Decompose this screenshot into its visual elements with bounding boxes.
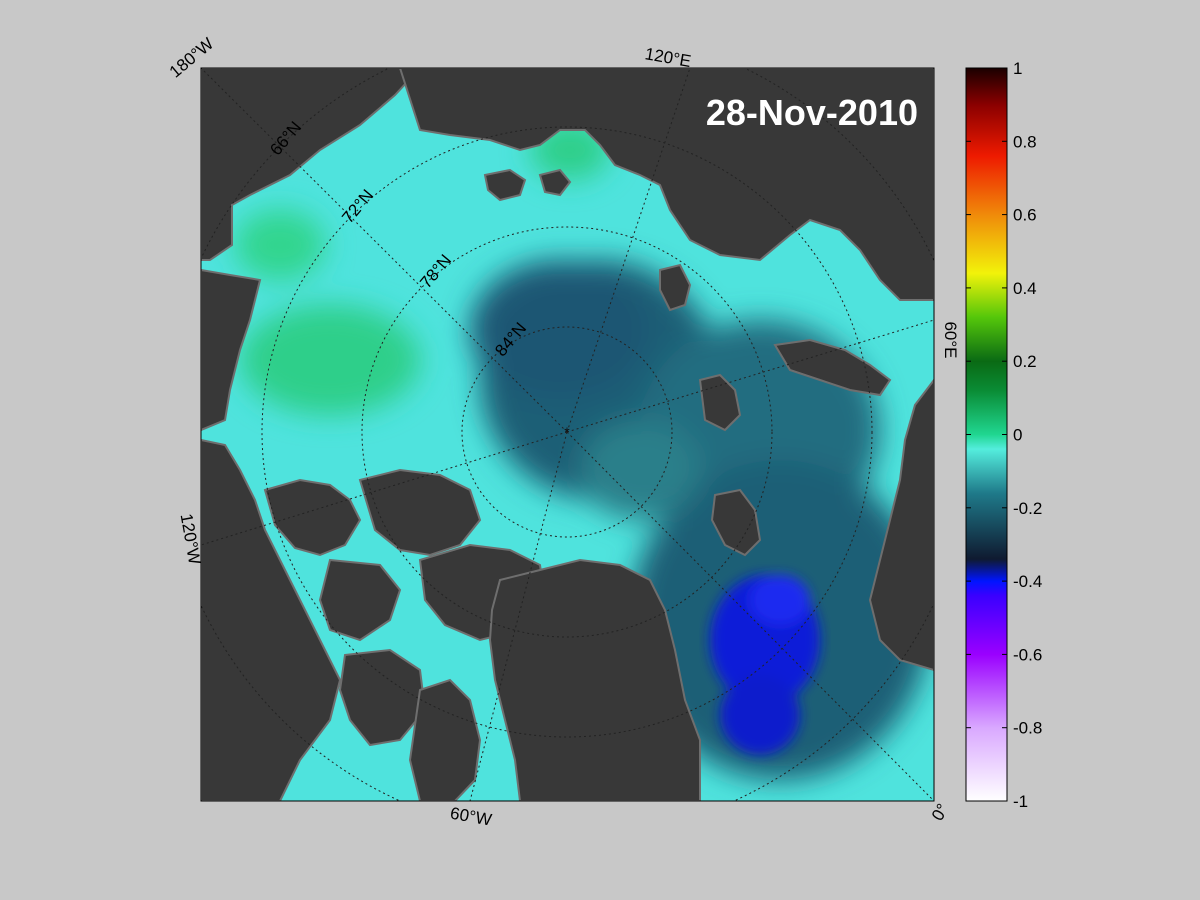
colorbar-tick-label: 1: [1013, 59, 1022, 78]
colorbar-tick-label: -0.2: [1013, 499, 1042, 518]
colorbar-tick-label: 0: [1013, 426, 1022, 445]
colorbar-tick-label: 0.6: [1013, 206, 1037, 225]
meridian-60w: [469, 431, 568, 801]
land-baffin-west: [338, 648, 427, 747]
land-alaska: [201, 68, 422, 261]
meridian-120e: [566, 68, 691, 433]
meridian-0: [566, 431, 934, 801]
meridian-120w: [201, 431, 568, 546]
land-svalbard: [698, 373, 742, 432]
colorbar-ticks: 1 0.8 0.6 0.4 0.2 0 -0.2 -0.4 -0.6 -0.8 -1: [966, 59, 1042, 811]
land-island-b: [483, 168, 527, 202]
land-siberia: [398, 68, 934, 301]
meridian-180w: [201, 68, 568, 433]
lat-circle-72: [261, 126, 873, 738]
colorbar-gradient: [965, 67, 1008, 802]
map-frame: [200, 67, 935, 802]
colorbar-tick-label: 0.4: [1013, 279, 1037, 298]
land-island-c: [538, 168, 572, 197]
land-island-a: [318, 558, 402, 642]
land-island-d: [659, 263, 692, 312]
colorbar: 1 0.8 0.6 0.4 0.2 0 -0.2 -0.4 -0.6 -0.8 -1: [965, 59, 1042, 811]
colorbar-tick-label: -1: [1013, 792, 1028, 811]
pole-marker: *: [564, 424, 570, 440]
land-canada-west: [201, 438, 342, 801]
land-novaya-zemlya: [773, 338, 892, 397]
anomaly-low: [710, 575, 820, 755]
lat-circle-84: [461, 326, 673, 538]
land-franz-josef: [710, 488, 762, 557]
land-banks-island: [263, 478, 362, 557]
date-label: 28-Nov-2010: [706, 92, 918, 133]
land-yukon: [201, 268, 262, 432]
colorbar-tick-label: -0.4: [1013, 572, 1042, 591]
land-baffin: [408, 678, 482, 801]
map-panel: * 28-Nov-2010: [201, 68, 934, 801]
lon-label-120e: 120°E: [643, 44, 692, 71]
colorbar-tick-label: -0.6: [1013, 645, 1042, 664]
graticule: [201, 68, 934, 801]
land-greenland: [488, 558, 701, 801]
lon-label-60w: 60°W: [449, 804, 493, 830]
lon-label-0: 0°: [928, 800, 953, 824]
colorbar-tick-label: -0.8: [1013, 719, 1042, 738]
lon-label-120w: 120°W: [177, 512, 205, 566]
colorbar-tick-label: 0.8: [1013, 132, 1037, 151]
lat-circle-78: [361, 226, 773, 638]
land: [201, 68, 934, 801]
land-scandinavia: [868, 378, 934, 672]
lon-label-60e: 60°E: [941, 321, 960, 358]
colorbar-tick-label: 0.2: [1013, 352, 1037, 371]
meridian-60e: [566, 319, 934, 433]
land-victoria-island: [358, 468, 482, 557]
